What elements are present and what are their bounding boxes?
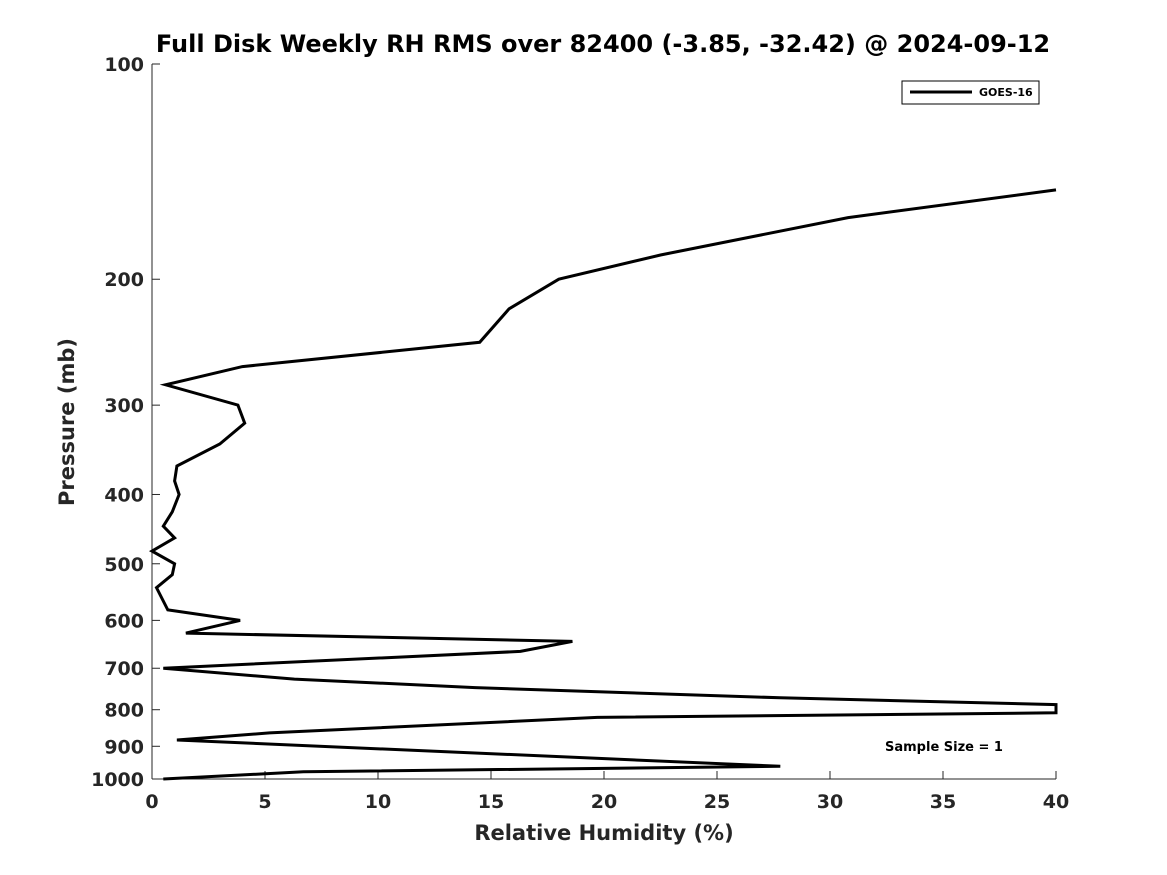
x-tick-label: 20 <box>591 791 617 813</box>
x-tick-label: 40 <box>1043 791 1069 813</box>
y-tick-label: 400 <box>104 484 144 506</box>
x-tick-label: 5 <box>258 791 271 813</box>
y-tick-label: 600 <box>104 610 144 632</box>
y-tick-label: 300 <box>104 395 144 417</box>
legend: GOES-16 <box>901 80 1040 105</box>
y-tick-label: 500 <box>104 554 144 576</box>
y-tick-label: 100 <box>104 54 144 76</box>
y-axis-label: Pressure (mb) <box>55 338 79 506</box>
series-layer <box>148 188 1058 781</box>
sample-size-annotation: Sample Size = 1 <box>885 740 1003 755</box>
x-tick-label: 15 <box>478 791 504 813</box>
y-tick-label: 1000 <box>91 769 144 791</box>
x-tick-label: 35 <box>930 791 956 813</box>
y-tick-label: 900 <box>104 736 144 758</box>
x-axis-label: Relative Humidity (%) <box>474 821 733 845</box>
x-axis-ticks: 0 5 10 15 20 25 30 35 40 <box>145 771 1069 813</box>
y-axis-ticks: 100 200 300 400 500 600 700 800 900 1000 <box>91 54 160 791</box>
legend-label: GOES-16 <box>979 86 1033 99</box>
axes <box>151 64 1056 780</box>
y-tick-label: 800 <box>104 700 144 722</box>
series-line-goes-16 <box>148 188 1058 781</box>
y-tick-label: 700 <box>104 658 144 680</box>
x-tick-label: 30 <box>817 791 843 813</box>
x-tick-label: 0 <box>145 791 158 813</box>
y-tick-label: 200 <box>104 269 144 291</box>
x-tick-label: 10 <box>365 791 391 813</box>
chart-title: Full Disk Weekly RH RMS over 82400 (-3.8… <box>156 30 1050 58</box>
x-tick-label: 25 <box>704 791 730 813</box>
